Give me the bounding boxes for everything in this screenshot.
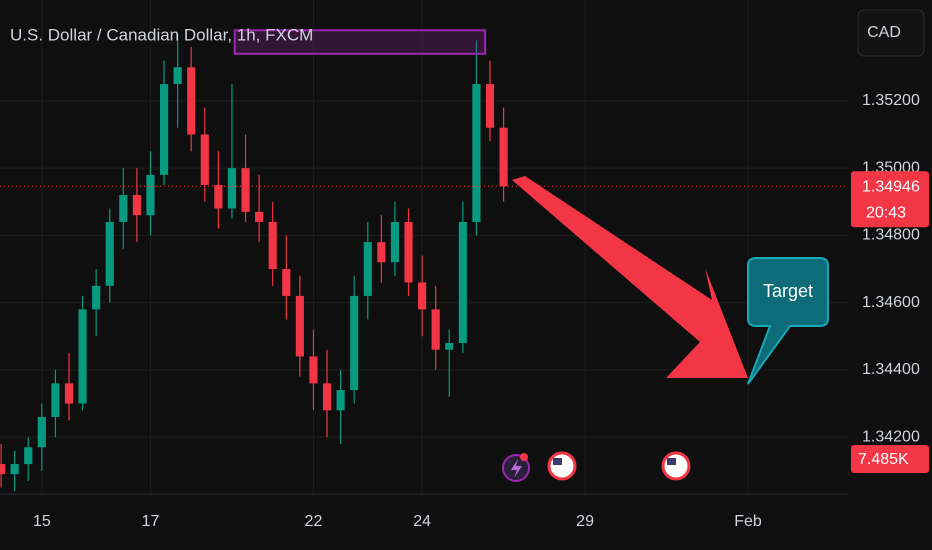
x-tick-label: 22 [305,513,323,530]
candle-body [37,416,46,448]
y-tick-label: 1.34200 [862,428,920,445]
candle-body [458,221,467,344]
candle-body [24,447,33,465]
callout-text: Target [763,281,813,301]
volume-tag [851,445,929,473]
candle-body [10,464,19,475]
candle-body [363,242,372,296]
x-tick-label: Feb [734,513,762,530]
candle-body [0,464,6,475]
candle-body [350,295,359,391]
target-callout: Target [747,257,829,385]
candle-body [255,211,264,222]
last-price-label: 1.34946 [862,179,920,196]
candle-body [295,295,304,357]
candle-body [64,383,74,404]
arrow [512,176,748,378]
event-icon-us [547,451,577,481]
event-icon-bolt [511,459,522,478]
candle-body [322,383,332,411]
candle-body [472,84,481,222]
chart-title: U.S. Dollar / Canadian Dollar, 1h, FXCM [10,25,313,44]
candle-body [227,168,237,209]
plot-area [0,29,848,491]
candle-body [390,221,400,263]
event-icons [502,451,691,482]
candle-body [282,269,291,296]
y-tick-label: 1.34600 [862,294,920,311]
candle-body [309,356,318,384]
axes: 1.342001.344001.346001.348001.350001.352… [33,92,929,530]
candle-body [241,168,250,212]
y-tick-label: 1.35200 [862,92,920,109]
flag-canton [553,458,562,465]
candle-body [485,84,495,128]
candle-body [132,195,141,216]
candle-body [105,221,114,286]
x-tick-label: 17 [142,513,160,530]
candle-body [159,84,169,175]
annotation-rectangle [233,29,487,55]
candle-body [418,282,427,310]
y-tick-label: 1.34800 [862,227,920,244]
event-icon-us [661,451,691,481]
candle-body [92,285,101,310]
candle-body [431,309,440,350]
candle-body [187,67,196,135]
x-tick-label: 15 [33,513,51,530]
currency-button[interactable] [857,9,925,57]
currency-label[interactable]: CAD [867,24,901,41]
last-price-tag [851,171,929,228]
countdown-label: 20:43 [866,205,906,222]
event-dot [520,453,528,461]
candle-body [146,174,155,216]
x-tick-label: 29 [576,513,594,530]
volume-label: 7.485K [858,451,909,468]
flag-canton [667,458,676,465]
candle-body [214,184,223,209]
y-tick-label: 1.34400 [862,361,920,378]
callout-bubble [747,257,829,385]
candle-body [51,383,60,417]
candle-body [268,221,277,270]
candle-body [445,343,454,350]
candle-body [499,127,508,187]
candle-body [200,134,209,185]
candle-body [404,221,413,283]
candle-body [336,390,345,411]
candle-body [173,67,182,85]
candle-body [78,309,87,404]
x-tick-label: 24 [413,513,431,530]
candle-body [377,242,386,263]
candle-body [119,195,128,222]
